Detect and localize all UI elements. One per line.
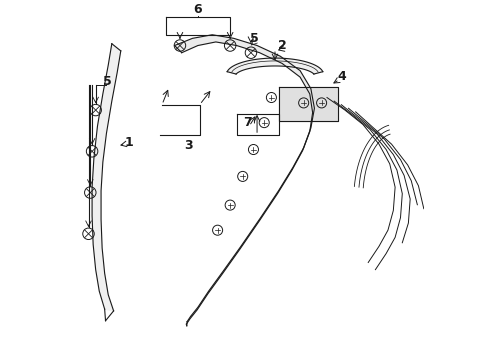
Text: 6: 6 [193,3,202,16]
Polygon shape [92,44,121,311]
Text: 3: 3 [184,139,193,152]
Polygon shape [227,58,322,74]
Text: 1: 1 [124,136,133,149]
Polygon shape [278,87,337,121]
Text: 5: 5 [250,32,258,45]
Text: 7: 7 [243,116,251,129]
Text: 4: 4 [336,69,345,82]
Polygon shape [174,35,314,324]
Text: 2: 2 [277,39,286,52]
Text: 5: 5 [103,75,112,88]
